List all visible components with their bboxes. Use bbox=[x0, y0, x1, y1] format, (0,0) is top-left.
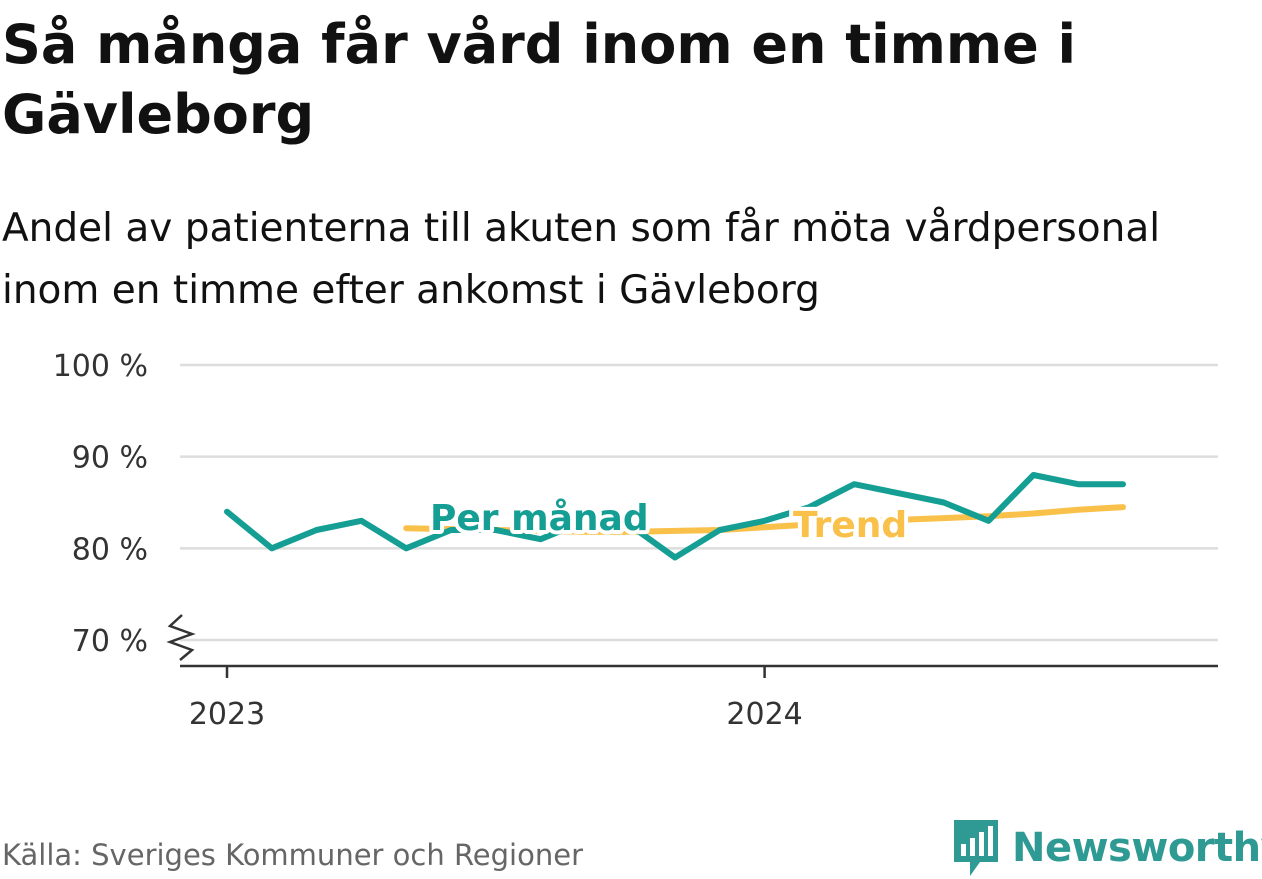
brand-name: Newsworthy bbox=[1012, 825, 1262, 871]
grid-lines bbox=[180, 363, 1218, 642]
series-label-halo: Trend bbox=[793, 505, 907, 546]
chart-subtitle: Andel av patienterna till akuten som får… bbox=[2, 206, 1161, 313]
axis-break-icon bbox=[166, 614, 196, 661]
y-tick-labels: 100 % 90 % 80 % 70 % bbox=[53, 349, 196, 661]
series-lines bbox=[224, 472, 1126, 561]
y-tick-label: 80 % bbox=[72, 532, 148, 567]
series-line-trend bbox=[403, 504, 1126, 535]
chart-title: Så många får vård inom en timme i Gävleb… bbox=[2, 13, 1077, 146]
x-tick-label: 2023 bbox=[189, 697, 265, 732]
series-line-per-manad bbox=[224, 472, 1126, 561]
source-note: Källa: Sveriges Kommuner och Regioner bbox=[2, 838, 584, 872]
y-tick-label: 90 % bbox=[72, 441, 148, 476]
x-tick-labels: 2023 2024 bbox=[189, 697, 803, 732]
line-chart: 100 %90 %80 %70 % 2023 2024 Per månadPer … bbox=[53, 349, 1218, 732]
newsworthy-logo-icon bbox=[954, 820, 998, 876]
y-tick-label: 70 % bbox=[72, 624, 148, 659]
newsworthy-logo: Newsworthy bbox=[950, 818, 1262, 878]
x-axis bbox=[180, 664, 1218, 678]
y-tick-label: 100 % bbox=[53, 349, 148, 384]
series-label-halo: Per månad bbox=[430, 498, 649, 539]
series-label-per-manad: Per månad bbox=[430, 498, 649, 539]
series-label-trend: Trend bbox=[793, 505, 907, 546]
x-tick-label: 2024 bbox=[726, 697, 802, 732]
